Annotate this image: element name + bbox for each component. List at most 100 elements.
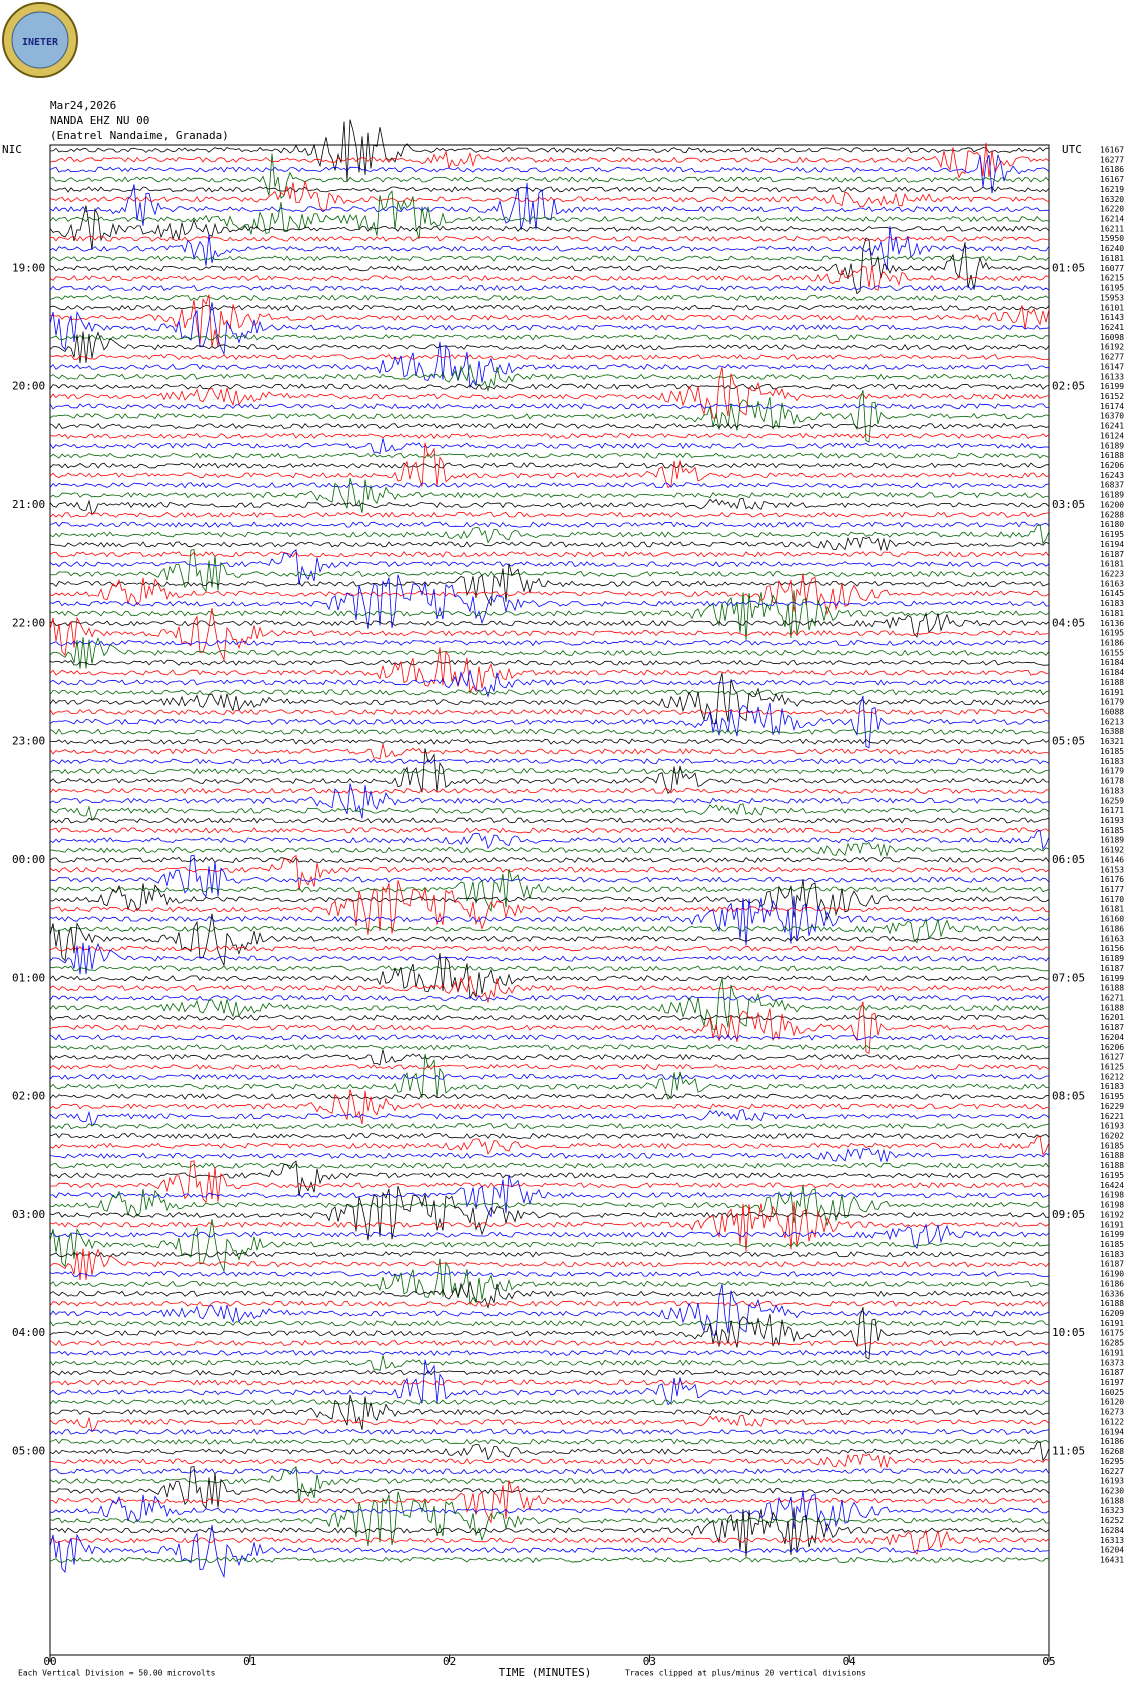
seismic-trace	[49, 563, 1050, 607]
seismic-trace	[49, 334, 1050, 341]
seismic-trace	[49, 1248, 1050, 1281]
seismic-trace	[49, 549, 1050, 585]
seismic-trace	[49, 190, 1050, 240]
left-hour: 23:00	[12, 735, 45, 748]
seismic-trace	[49, 354, 1050, 361]
line-count: 16193	[1100, 1477, 1124, 1486]
seismic-trace	[49, 854, 1050, 898]
seismic-trace	[49, 1466, 1050, 1502]
seismic-trace	[49, 659, 1050, 666]
seismic-trace	[50, 432, 1050, 440]
line-count: 16127	[1100, 1053, 1124, 1062]
line-count: 16189	[1100, 836, 1124, 845]
seismic-trace	[50, 738, 1050, 745]
line-count: 16185	[1100, 1141, 1124, 1150]
line-count: 16268	[1100, 1447, 1124, 1456]
seismic-trace	[49, 672, 1050, 725]
line-count: 16155	[1100, 648, 1124, 657]
seismic-trace	[49, 1185, 1050, 1241]
seismic-trace	[49, 154, 1050, 194]
seismic-trace	[49, 1399, 1050, 1406]
seismic-trace	[49, 1300, 1050, 1307]
line-count: 16177	[1100, 885, 1124, 894]
seismic-trace	[49, 1162, 1050, 1169]
seismic-trace	[49, 521, 1050, 528]
left-hour: 19:00	[12, 261, 45, 274]
line-count: 16181	[1100, 560, 1124, 569]
logo-text: INETER	[22, 37, 59, 48]
seismic-trace	[49, 827, 1050, 834]
seismic-trace	[49, 803, 1050, 822]
seismic-trace	[49, 367, 1050, 419]
line-count: 16192	[1100, 343, 1124, 352]
line-count: 16188	[1100, 451, 1124, 460]
line-count: 16313	[1100, 1536, 1124, 1545]
seismic-trace	[49, 975, 1050, 1004]
line-count: 16145	[1100, 589, 1124, 598]
line-count: 16133	[1100, 372, 1124, 381]
x-tick-label: 04	[843, 1655, 857, 1668]
line-count: 16025	[1100, 1388, 1124, 1397]
seismic-trace	[49, 142, 1050, 179]
seismic-trace	[49, 205, 1050, 250]
seismic-trace	[49, 1219, 1050, 1273]
line-count: 16183	[1100, 599, 1124, 608]
line-count: 16186	[1100, 165, 1124, 174]
seismic-trace	[49, 1428, 1050, 1435]
line-count: 16185	[1100, 826, 1124, 835]
seismic-trace	[49, 647, 1049, 695]
line-count: 16220	[1100, 205, 1124, 214]
line-count: 16227	[1100, 1467, 1124, 1476]
right-hour: 04:05	[1052, 616, 1085, 629]
right-hour: 08:05	[1052, 1090, 1085, 1103]
line-count: 16183	[1100, 786, 1124, 795]
seismic-trace	[49, 1320, 1050, 1327]
line-count: 16193	[1100, 816, 1124, 825]
line-count: 16194	[1100, 1427, 1124, 1436]
left-hour: 04:00	[12, 1326, 45, 1339]
line-count: 16191	[1100, 1319, 1124, 1328]
seismic-trace	[49, 524, 1050, 545]
x-tick-label: 02	[443, 1655, 456, 1668]
line-count: 16163	[1100, 579, 1124, 588]
seismic-trace	[49, 639, 1050, 647]
right-hour: 02:05	[1052, 380, 1085, 393]
seismic-trace	[49, 842, 1050, 858]
seismic-trace	[49, 549, 1050, 593]
line-count: 16201	[1100, 1013, 1124, 1022]
seismic-trace	[49, 787, 1050, 794]
right-hour: 11:05	[1052, 1445, 1085, 1458]
seismic-trace	[49, 942, 1050, 975]
seismic-trace	[49, 482, 1050, 489]
line-count: 16120	[1100, 1398, 1124, 1407]
line-count: 16098	[1100, 333, 1124, 342]
line-count: 16209	[1100, 1309, 1124, 1318]
logo-globe	[11, 11, 69, 69]
line-count: 16124	[1100, 431, 1124, 440]
line-count: 16167	[1100, 146, 1124, 155]
header-location: (Enatrel Nandaime, Granada)	[50, 129, 229, 142]
seismic-trace	[49, 637, 1050, 669]
line-count: 16288	[1100, 510, 1124, 519]
seismic-trace	[49, 743, 1050, 760]
seismic-trace	[49, 917, 1050, 944]
seismic-trace	[49, 1284, 1050, 1336]
line-count: 16223	[1100, 569, 1124, 578]
seismic-trace	[49, 1049, 1050, 1066]
seismic-trace	[49, 913, 1050, 967]
seismic-trace	[49, 1466, 1050, 1510]
seismic-trace	[49, 477, 1050, 513]
x-tick-label: 03	[643, 1655, 656, 1668]
seismic-trace	[49, 607, 1050, 662]
line-count: 16195	[1100, 530, 1124, 539]
line-count: 16192	[1100, 1210, 1124, 1219]
right-hour: 09:05	[1052, 1208, 1085, 1221]
seismic-trace	[49, 689, 1050, 696]
seismic-trace	[49, 1491, 1050, 1547]
line-count: 16101	[1100, 303, 1124, 312]
line-count: 16212	[1100, 1072, 1124, 1081]
seismic-trace	[49, 1528, 1050, 1555]
line-count: 16170	[1100, 895, 1124, 904]
line-count: 16146	[1100, 855, 1124, 864]
line-count: 16171	[1100, 806, 1124, 815]
